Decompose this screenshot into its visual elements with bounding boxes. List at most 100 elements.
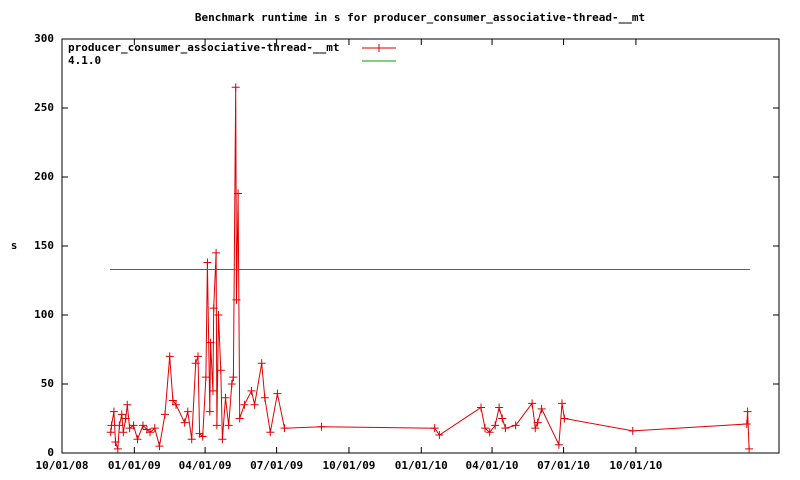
point-marker: [560, 414, 569, 423]
point-marker: [537, 404, 546, 413]
y-tick-label: 50: [41, 377, 54, 390]
point-marker: [531, 424, 540, 433]
point-marker: [212, 421, 221, 430]
point-marker: [216, 366, 225, 375]
x-tick-label: 07/01/09: [250, 459, 303, 472]
point-marker: [232, 295, 241, 304]
point-marker: [257, 359, 266, 368]
point-marker: [201, 373, 210, 382]
x-tick-label: 04/01/09: [179, 459, 232, 472]
x-tick-label: 07/01/10: [537, 459, 590, 472]
point-marker: [227, 380, 236, 388]
y-axis-label: s: [11, 239, 18, 252]
point-marker: [554, 440, 563, 449]
point-marker: [234, 189, 243, 198]
y-tick-label: 250: [34, 101, 54, 114]
point-marker: [198, 432, 207, 441]
point-marker: [280, 424, 289, 433]
point-marker: [191, 359, 200, 368]
point-marker: [187, 435, 196, 444]
point-marker: [121, 414, 130, 423]
x-tick-label: 10/01/08: [36, 459, 89, 472]
point-marker: [208, 386, 217, 395]
x-tick-label: 10/01/09: [322, 459, 375, 472]
point-marker: [266, 428, 275, 437]
point-marker: [229, 373, 238, 382]
point-marker: [129, 421, 138, 430]
point-marker: [231, 83, 240, 92]
point-marker: [106, 428, 115, 437]
point-marker: [742, 420, 751, 429]
point-marker: [119, 428, 128, 437]
point-marker: [235, 414, 244, 423]
point-marker: [273, 389, 282, 398]
x-tick-label: 04/01/10: [466, 459, 519, 472]
point-marker: [247, 386, 256, 395]
x-tick-label: 01/01/09: [108, 459, 161, 472]
point-marker: [628, 426, 637, 435]
point-marker: [183, 407, 192, 416]
point-marker: [212, 248, 221, 257]
point-marker: [533, 418, 542, 427]
point-marker: [155, 442, 164, 451]
point-marker: [180, 418, 189, 427]
point-marker: [501, 424, 510, 433]
point-marker: [150, 424, 159, 433]
point-marker: [224, 421, 233, 430]
point-marker: [743, 407, 752, 416]
legend-marker: [375, 44, 383, 52]
point-marker: [209, 304, 218, 313]
point-marker: [168, 396, 177, 405]
chart-title: Benchmark runtime in s for producer_cons…: [195, 11, 645, 24]
point-marker: [107, 421, 116, 430]
point-marker: [194, 352, 203, 361]
point-marker: [113, 444, 122, 453]
point-marker: [511, 421, 520, 430]
point-marker: [117, 410, 126, 419]
point-marker: [485, 428, 494, 437]
point-marker: [111, 437, 120, 446]
point-marker: [435, 431, 444, 440]
plot-frame: [61, 38, 780, 454]
point-marker: [430, 424, 439, 433]
y-tick-label: 150: [34, 239, 54, 252]
point-marker: [745, 444, 754, 453]
point-marker: [165, 352, 174, 361]
point-marker: [203, 258, 212, 267]
point-marker: [109, 407, 118, 416]
point-marker: [218, 435, 227, 444]
point-marker: [115, 421, 124, 430]
point-marker: [477, 403, 486, 412]
point-marker: [240, 400, 249, 409]
point-marker: [480, 424, 489, 433]
point-marker: [260, 393, 269, 402]
y-tick-label: 100: [34, 308, 54, 321]
point-marker: [160, 410, 169, 419]
point-marker: [206, 338, 215, 347]
point-marker: [138, 421, 147, 430]
point-marker: [146, 428, 155, 437]
point-marker: [214, 311, 223, 319]
legend-label: 4.1.0: [68, 54, 101, 67]
point-marker: [491, 421, 500, 430]
point-marker: [495, 403, 504, 412]
y-tick-label: 0: [47, 446, 54, 459]
legend-label: producer_consumer_associative-thread-__m…: [68, 41, 340, 54]
x-tick-label: 10/01/10: [609, 459, 662, 472]
series-line: [110, 87, 750, 450]
point-marker: [123, 400, 132, 409]
point-marker: [221, 393, 230, 402]
x-tick-label: 01/01/10: [395, 459, 448, 472]
y-tick-label: 200: [34, 170, 54, 183]
point-marker: [205, 407, 214, 416]
point-marker: [171, 400, 180, 409]
point-marker: [558, 399, 567, 408]
point-marker: [498, 414, 507, 423]
point-marker: [133, 435, 142, 444]
y-tick-label: 300: [34, 32, 54, 45]
point-marker: [528, 399, 537, 408]
point-marker: [317, 422, 326, 431]
point-marker: [250, 400, 259, 409]
